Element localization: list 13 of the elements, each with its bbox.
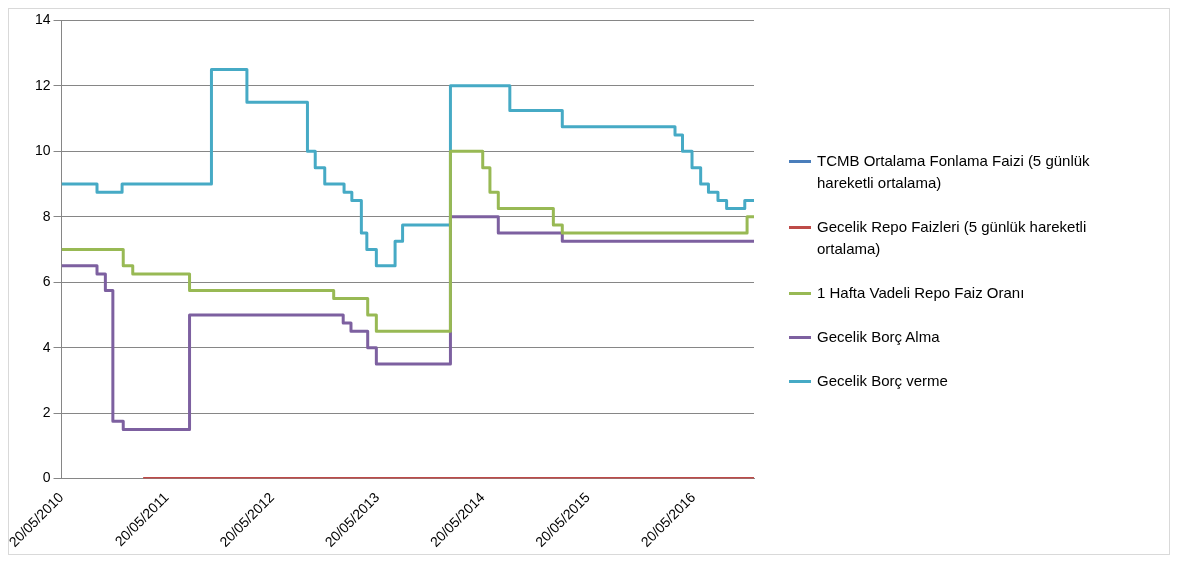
y-tick-label: 8 xyxy=(42,207,51,224)
y-tick-label: 0 xyxy=(42,469,51,486)
legend-label: Gecelik Repo Faizleri (5 günlük hareketli ortalama) xyxy=(817,216,1088,259)
y-tick-label: 6 xyxy=(42,273,51,290)
legend-label: Gecelik Borç verme xyxy=(817,370,948,391)
y-tick-label: 4 xyxy=(42,338,51,355)
y-tick-label: 2 xyxy=(42,403,51,420)
y-tick-label: 10 xyxy=(34,142,51,159)
y-tick-label: 12 xyxy=(34,76,51,93)
legend-label: TCMB Ortalama Fonlama Faizi (5 günlük hareketli ortalama) xyxy=(817,150,1091,193)
legend-label: 1 Hafta Vadeli Repo Faiz Oranı xyxy=(817,282,1025,303)
y-tick-label: 14 xyxy=(34,11,51,28)
legend-label: Gecelik Borç Alma xyxy=(817,326,940,347)
